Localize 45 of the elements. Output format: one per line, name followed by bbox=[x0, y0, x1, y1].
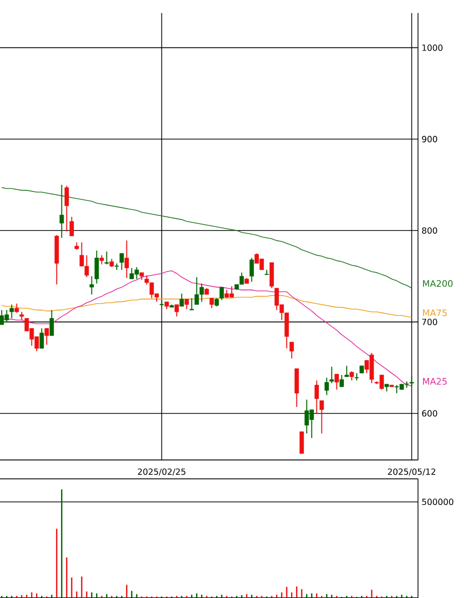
candlestick bbox=[184, 298, 189, 310]
candlestick bbox=[210, 298, 214, 309]
candlestick bbox=[64, 185, 69, 232]
candlestick bbox=[410, 375, 414, 388]
candlestick bbox=[320, 400, 324, 434]
candlestick bbox=[10, 304, 14, 319]
candlestick bbox=[44, 328, 49, 346]
candlestick bbox=[174, 304, 179, 317]
candlestick bbox=[300, 431, 304, 454]
candlestick bbox=[124, 240, 129, 279]
candlestick bbox=[104, 251, 109, 265]
candlestick bbox=[250, 257, 254, 282]
candlestick bbox=[60, 184, 64, 238]
series-label: MA25 bbox=[423, 378, 447, 385]
y-tick-label: 700 bbox=[422, 318, 438, 326]
candlestick bbox=[290, 342, 294, 359]
x-tick-label: 2025/02/25 bbox=[138, 468, 186, 476]
candlestick bbox=[354, 372, 360, 381]
candlestick bbox=[330, 366, 334, 384]
candlestick bbox=[100, 254, 104, 265]
series-label: MA200 bbox=[423, 280, 453, 287]
candlestick bbox=[324, 377, 329, 396]
candlestick bbox=[350, 370, 354, 381]
y-tick-label: 800 bbox=[422, 227, 438, 234]
candlestick bbox=[70, 216, 74, 236]
y-tick-label: 500000 bbox=[422, 498, 454, 506]
y-tick-label: 1000 bbox=[422, 44, 443, 51]
series-label: MA75 bbox=[423, 310, 447, 316]
candlestick bbox=[314, 380, 319, 414]
y-tick-label: 900 bbox=[422, 136, 438, 142]
candlestick bbox=[220, 286, 224, 300]
candlestick bbox=[50, 310, 54, 336]
candlestick bbox=[120, 252, 124, 270]
candlestick bbox=[90, 276, 94, 296]
candlestick bbox=[270, 262, 274, 289]
candlestick bbox=[340, 374, 344, 388]
candlestick bbox=[94, 250, 99, 284]
candlestick bbox=[334, 374, 339, 390]
candlestick bbox=[344, 365, 349, 378]
x-tick-label: 2025/05/12 bbox=[388, 468, 436, 476]
candlestick bbox=[190, 298, 194, 311]
candlestick bbox=[180, 293, 184, 307]
candlestick bbox=[14, 303, 19, 314]
y-tick-label: 600 bbox=[422, 410, 438, 417]
candlestick bbox=[40, 328, 44, 349]
